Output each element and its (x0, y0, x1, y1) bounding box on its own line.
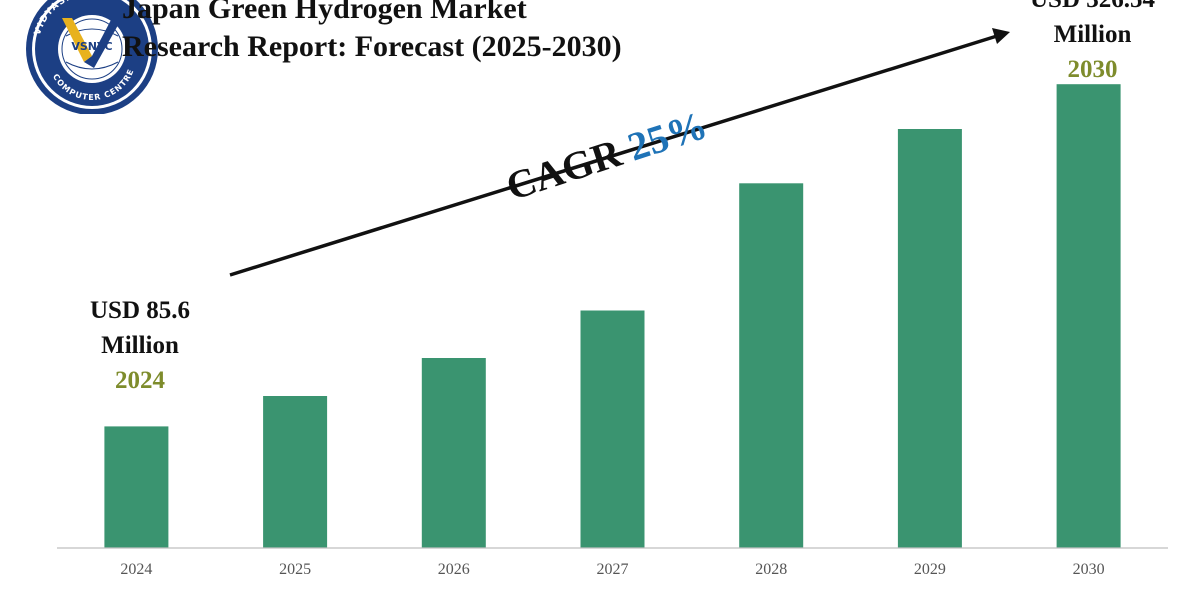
x-tick-label-2024: 2024 (120, 561, 152, 578)
start-value-amount: USD 85.6 (89, 297, 190, 324)
company-logo: VIDYASAGAR COMPUTER CENTRE VSNYC (22, 0, 162, 118)
logo-monogram: VSNYC (71, 40, 112, 53)
x-tick-labels: 2024 2025 2026 2027 2028 2029 2030 (120, 561, 1104, 578)
x-tick-label-2027: 2027 (597, 561, 629, 578)
end-value-year: 2030 (1067, 56, 1118, 83)
chart-title-line-2: Research Report: Forecast (2025-2030) (122, 30, 622, 63)
trend-arrow (229, 28, 1010, 277)
x-tick-label-2028: 2028 (755, 561, 787, 578)
bar-2029 (897, 129, 962, 548)
end-value-callout: USD 326.54 Million 2030 (1000, 0, 1185, 87)
bar-2030 (1056, 84, 1121, 548)
x-tick-label-2030: 2030 (1073, 561, 1105, 578)
x-tick-label-2026: 2026 (438, 561, 470, 578)
bar-2028 (739, 183, 804, 549)
end-value-unit: Million (1053, 21, 1132, 48)
start-value-callout: USD 85.6 Million 2024 (60, 293, 220, 398)
start-value-year: 2024 (115, 367, 165, 394)
bar-2025 (263, 396, 328, 548)
x-tick-label-2025: 2025 (279, 561, 311, 578)
bar-2026 (421, 358, 486, 548)
chart-title-line-1: Japan Green Hydrogen Market (122, 0, 527, 25)
bars-group (104, 84, 1121, 549)
bar-2024 (104, 426, 169, 548)
x-tick-label-2029: 2029 (914, 561, 946, 578)
end-value-amount: USD 326.54 (1000, 0, 1185, 17)
start-value-unit: Million (101, 332, 179, 359)
bar-2027 (580, 310, 645, 548)
